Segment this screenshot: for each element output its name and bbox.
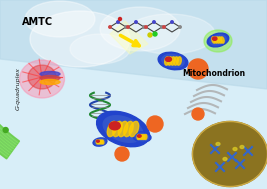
- Ellipse shape: [216, 37, 220, 43]
- Ellipse shape: [3, 128, 8, 132]
- Ellipse shape: [119, 18, 121, 20]
- Ellipse shape: [177, 57, 181, 65]
- Ellipse shape: [96, 140, 98, 144]
- Ellipse shape: [218, 37, 222, 43]
- Ellipse shape: [113, 121, 122, 137]
- Ellipse shape: [70, 34, 130, 64]
- Ellipse shape: [163, 26, 165, 28]
- Ellipse shape: [179, 26, 181, 28]
- Ellipse shape: [168, 57, 172, 65]
- Ellipse shape: [153, 21, 155, 23]
- Ellipse shape: [216, 143, 220, 146]
- Ellipse shape: [99, 140, 101, 144]
- Ellipse shape: [109, 122, 120, 130]
- Ellipse shape: [135, 133, 149, 141]
- Ellipse shape: [103, 116, 143, 142]
- Ellipse shape: [100, 140, 103, 144]
- Ellipse shape: [30, 11, 130, 67]
- Ellipse shape: [142, 135, 145, 139]
- Ellipse shape: [193, 122, 267, 187]
- Ellipse shape: [147, 116, 163, 132]
- Ellipse shape: [117, 21, 119, 23]
- Ellipse shape: [97, 140, 100, 144]
- Ellipse shape: [135, 21, 137, 23]
- Ellipse shape: [161, 26, 163, 28]
- Ellipse shape: [162, 54, 184, 68]
- Ellipse shape: [158, 52, 188, 70]
- Ellipse shape: [129, 121, 139, 137]
- Ellipse shape: [138, 135, 141, 137]
- Ellipse shape: [139, 135, 142, 139]
- Ellipse shape: [171, 21, 173, 23]
- Ellipse shape: [25, 1, 95, 37]
- Ellipse shape: [97, 111, 150, 147]
- Ellipse shape: [124, 121, 133, 137]
- Ellipse shape: [40, 71, 60, 77]
- Ellipse shape: [213, 37, 217, 40]
- Ellipse shape: [221, 37, 224, 43]
- Ellipse shape: [115, 147, 129, 161]
- Ellipse shape: [240, 146, 244, 149]
- Ellipse shape: [127, 26, 129, 28]
- Ellipse shape: [40, 75, 60, 81]
- Ellipse shape: [125, 14, 215, 54]
- Ellipse shape: [93, 138, 107, 146]
- Ellipse shape: [165, 57, 169, 65]
- Ellipse shape: [107, 121, 117, 137]
- Ellipse shape: [102, 140, 104, 144]
- Ellipse shape: [171, 57, 175, 65]
- Ellipse shape: [148, 33, 152, 37]
- Ellipse shape: [118, 121, 128, 137]
- Polygon shape: [110, 21, 148, 54]
- Ellipse shape: [207, 33, 229, 47]
- Ellipse shape: [223, 157, 227, 160]
- Ellipse shape: [210, 35, 226, 45]
- Text: G-quadruplex: G-quadruplex: [15, 67, 21, 111]
- Ellipse shape: [192, 108, 204, 120]
- Ellipse shape: [40, 80, 60, 84]
- Ellipse shape: [204, 30, 232, 52]
- Ellipse shape: [174, 57, 178, 65]
- Ellipse shape: [141, 135, 143, 139]
- Text: Mitochondrion: Mitochondrion: [182, 70, 245, 78]
- Ellipse shape: [96, 140, 99, 142]
- Ellipse shape: [137, 135, 140, 139]
- Ellipse shape: [95, 139, 105, 145]
- Ellipse shape: [100, 7, 180, 51]
- Ellipse shape: [19, 60, 65, 98]
- Ellipse shape: [28, 65, 56, 89]
- Ellipse shape: [233, 147, 237, 150]
- Polygon shape: [0, 0, 267, 89]
- Ellipse shape: [133, 132, 151, 142]
- Ellipse shape: [214, 37, 218, 43]
- Ellipse shape: [125, 26, 127, 28]
- Ellipse shape: [153, 32, 157, 36]
- Polygon shape: [0, 0, 101, 159]
- Ellipse shape: [166, 57, 171, 61]
- Ellipse shape: [145, 26, 147, 28]
- Text: AMTC: AMTC: [22, 17, 54, 27]
- Ellipse shape: [143, 26, 145, 28]
- Ellipse shape: [212, 37, 215, 43]
- Ellipse shape: [188, 59, 208, 79]
- Ellipse shape: [109, 26, 111, 28]
- Ellipse shape: [144, 135, 147, 139]
